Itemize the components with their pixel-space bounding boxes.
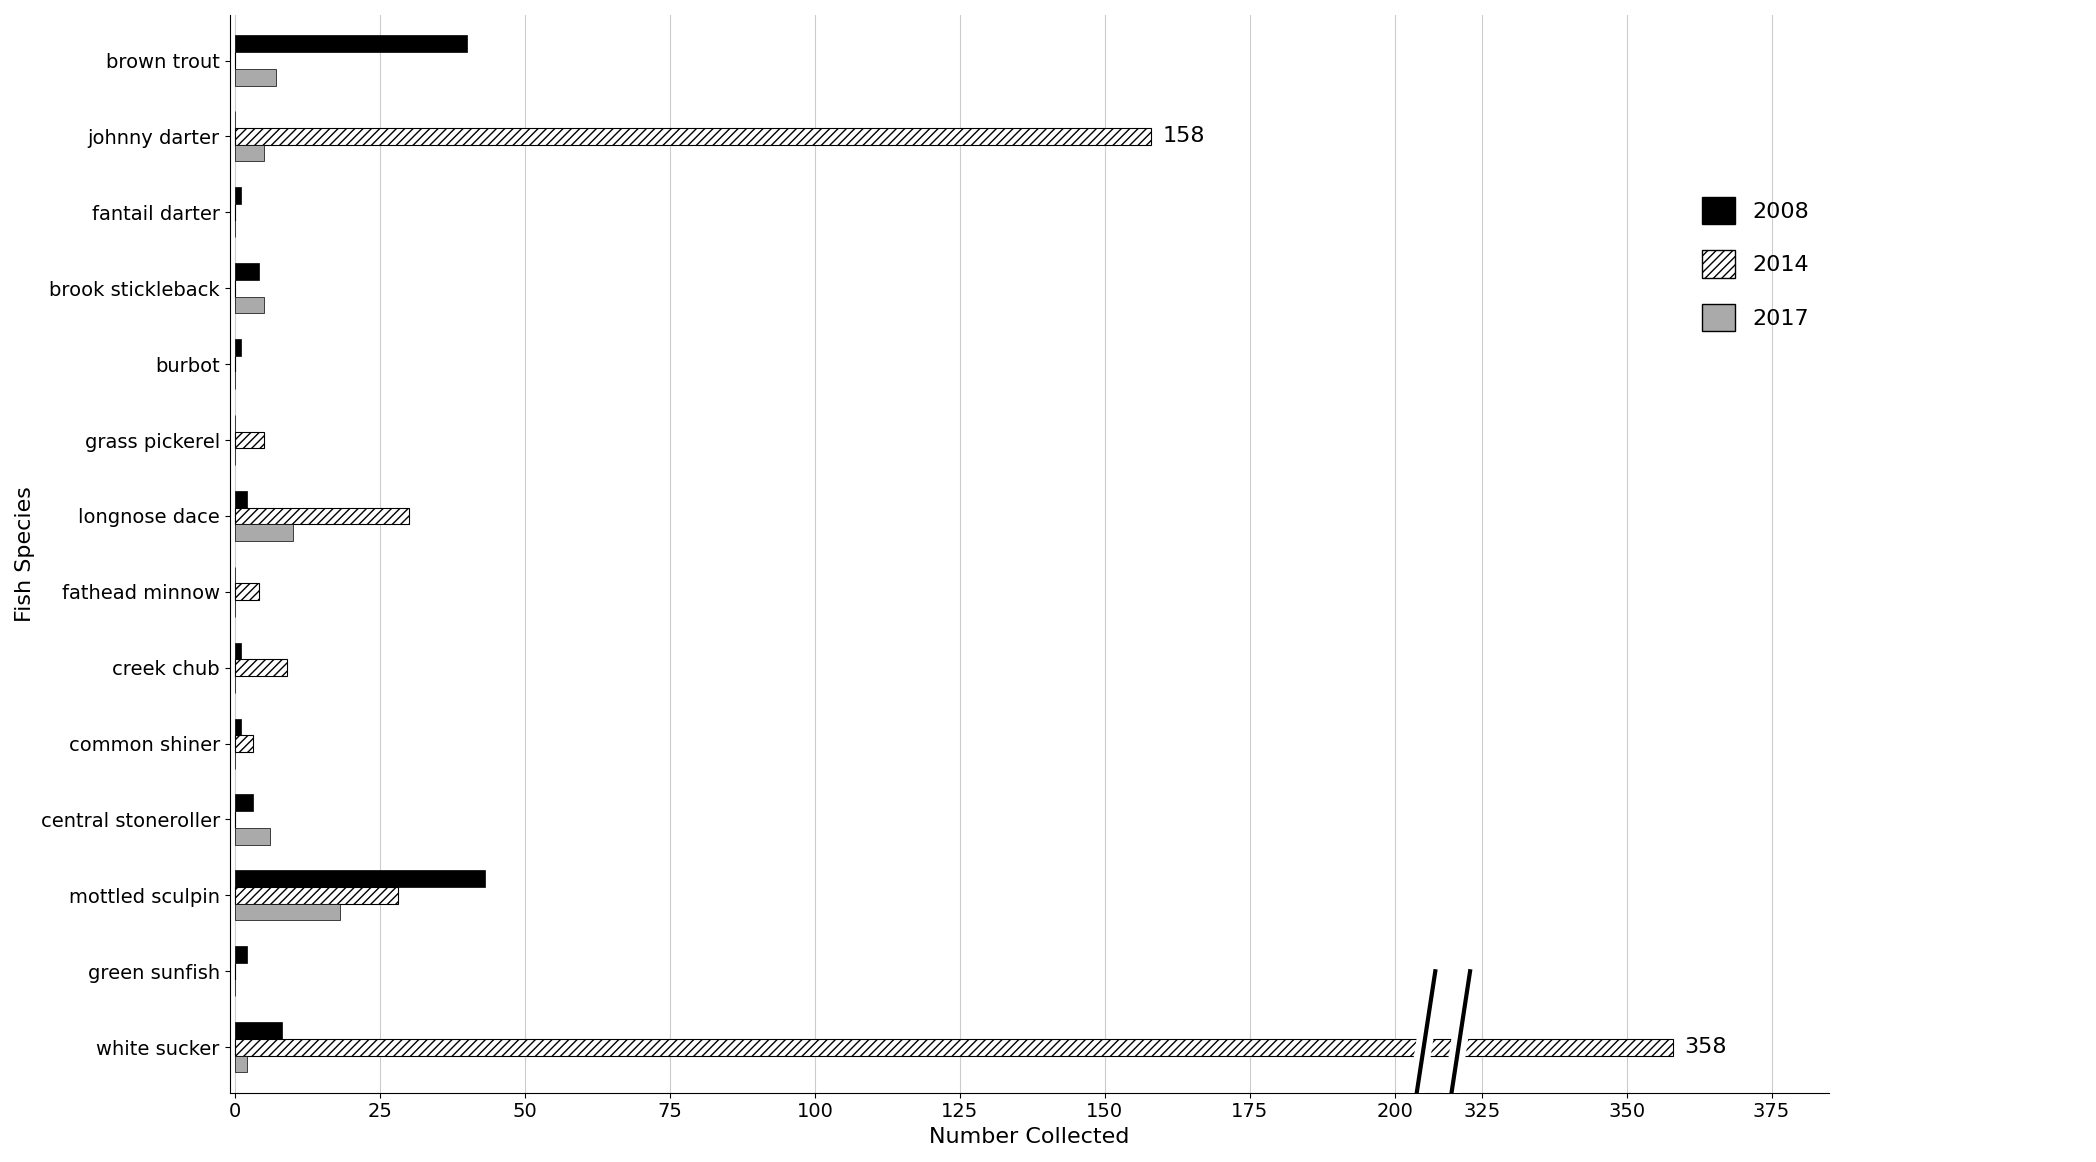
Bar (235, 1023, 281, 1039)
Bar (235, 339, 241, 356)
Bar (235, 187, 241, 205)
Bar (235, 1039, 1673, 1055)
Bar (235, 431, 264, 449)
Bar (235, 946, 247, 963)
Bar (235, 36, 467, 52)
Bar (235, 69, 277, 86)
X-axis label: Number Collected: Number Collected (929, 1127, 1130, 1147)
Text: 358: 358 (1685, 1038, 1727, 1057)
Bar (235, 643, 241, 659)
Bar (235, 887, 398, 904)
Bar (235, 827, 270, 845)
Y-axis label: Fish Species: Fish Species (15, 486, 36, 622)
Bar (235, 795, 254, 811)
Legend: 2008, 2014, 2017: 2008, 2014, 2017 (1694, 188, 1819, 340)
Bar (235, 583, 258, 600)
Bar (235, 659, 287, 676)
Bar (235, 490, 247, 508)
Bar (235, 718, 241, 736)
Bar (235, 145, 264, 162)
Bar (235, 736, 254, 752)
Bar (235, 296, 264, 314)
Bar (235, 1055, 247, 1073)
Bar (235, 128, 1151, 145)
Text: 158: 158 (1163, 127, 1205, 146)
Bar (235, 508, 409, 524)
Bar (235, 524, 293, 541)
Bar (235, 904, 340, 920)
Bar (235, 263, 258, 280)
Bar (235, 870, 484, 887)
